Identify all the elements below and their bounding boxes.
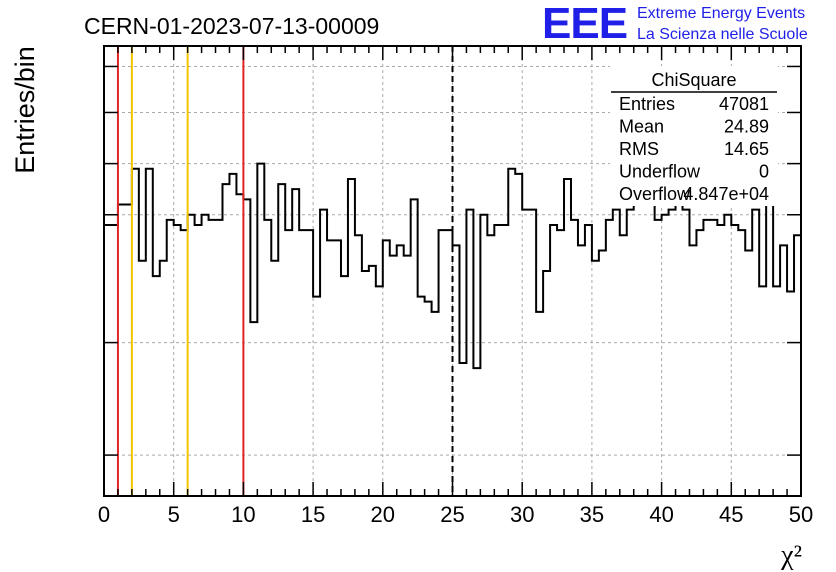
- x-tick-label: 25: [440, 502, 464, 527]
- histogram-line: [104, 162, 801, 370]
- x-tick-label: 10: [231, 502, 255, 527]
- x-axis-title: χ²: [780, 540, 802, 571]
- x-tick-label: 0: [98, 502, 110, 527]
- stats-label: Entries: [619, 94, 675, 114]
- stats-label: Mean: [619, 117, 664, 137]
- logo-line-2: La Scienza nelle Scuole: [637, 26, 808, 43]
- x-tick-label: 5: [168, 502, 180, 527]
- logo-mark: EEE: [542, 0, 627, 48]
- x-tick-label: 40: [649, 502, 673, 527]
- x-tick-label: 20: [371, 502, 395, 527]
- reference-lines: [116, 46, 454, 496]
- x-tick-labels: 0 5 10 15 20 25 30 35 40 45 50: [98, 502, 813, 527]
- stats-rows: Entries 47081 Mean 24.89 RMS 14.65 Underflow 0 O…: [619, 94, 769, 204]
- eee-logo: EEE Extreme Energy Events La Scienza nel…: [542, 0, 808, 48]
- stats-value: 0: [759, 162, 769, 182]
- axes: [103, 45, 802, 497]
- stats-box: ChiSquare Entries 47081 Mean 24.89 RMS 14.65 U…: [610, 66, 778, 206]
- stats-value: 24.89: [724, 117, 769, 137]
- stats-box-background: [610, 66, 778, 206]
- y-axis-title: Entries/bin: [10, 46, 40, 174]
- x-tick-label: 50: [789, 502, 813, 527]
- x-tick-label: 35: [580, 502, 604, 527]
- chart-title: CERN-01-2023-07-13-00009: [84, 13, 379, 39]
- stats-value: 4.847e+04: [683, 184, 769, 204]
- x-tick-label: 45: [719, 502, 743, 527]
- stats-title: ChiSquare: [651, 70, 736, 90]
- stats-value: 14.65: [724, 139, 769, 159]
- x-tick-label: 30: [510, 502, 534, 527]
- stats-value: 47081: [719, 94, 769, 114]
- x-tick-label: 15: [301, 502, 325, 527]
- stats-label: Overflow: [619, 184, 691, 204]
- histogram-series: [104, 162, 801, 370]
- stats-label: RMS: [619, 139, 659, 159]
- logo-line-1: Extreme Energy Events: [637, 5, 805, 22]
- stats-label: Underflow: [619, 162, 701, 182]
